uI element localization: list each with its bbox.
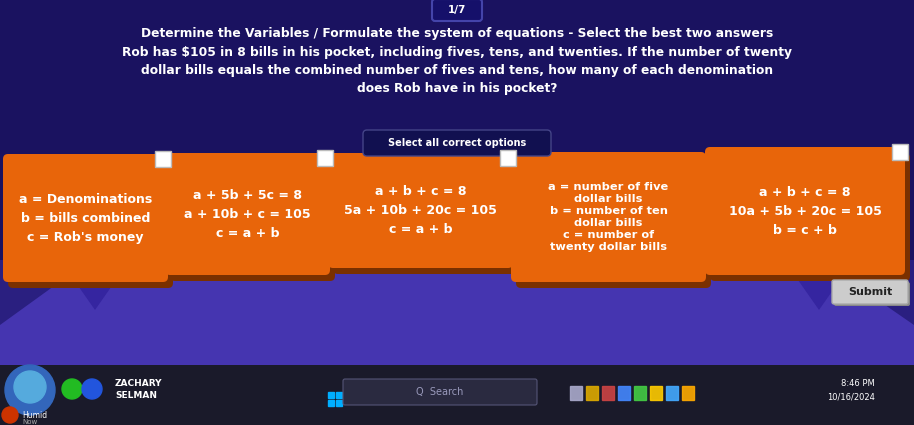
Text: a = number of five: a = number of five	[548, 182, 669, 192]
FancyBboxPatch shape	[343, 379, 537, 405]
Text: b = number of ten: b = number of ten	[549, 206, 667, 216]
Bar	[586, 386, 598, 400]
Bar	[634, 386, 646, 400]
Text: c = a + b: c = a + b	[388, 223, 452, 236]
Text: Q  Search: Q Search	[416, 387, 463, 397]
Polygon shape	[784, 260, 854, 310]
Text: Submit: Submit	[848, 287, 892, 297]
FancyBboxPatch shape	[328, 153, 513, 268]
Text: dollar bills equals the combined number of fives and tens, how many of each deno: dollar bills equals the combined number …	[141, 63, 773, 76]
Text: 8:46 PM: 8:46 PM	[841, 379, 875, 388]
Bar	[336, 392, 342, 398]
FancyBboxPatch shape	[170, 159, 335, 281]
Text: 10a + 5b + 20c = 105: 10a + 5b + 20c = 105	[728, 204, 881, 218]
Text: Now: Now	[22, 419, 37, 425]
FancyBboxPatch shape	[511, 152, 706, 282]
Bar	[666, 386, 678, 400]
Text: twenty dollar bills: twenty dollar bills	[550, 242, 667, 252]
FancyBboxPatch shape	[317, 150, 333, 166]
Text: 1/7: 1/7	[448, 5, 466, 15]
FancyBboxPatch shape	[8, 160, 173, 288]
Text: b = c + b: b = c + b	[773, 224, 837, 236]
Polygon shape	[0, 0, 914, 260]
Text: 5a + 10b + 20c = 105: 5a + 10b + 20c = 105	[344, 204, 497, 217]
FancyBboxPatch shape	[892, 144, 908, 160]
FancyBboxPatch shape	[834, 282, 910, 306]
Text: Humid: Humid	[22, 411, 48, 419]
FancyBboxPatch shape	[500, 150, 516, 166]
Text: a + b + c = 8: a + b + c = 8	[760, 185, 851, 198]
FancyBboxPatch shape	[165, 153, 330, 275]
Text: SELMAN: SELMAN	[115, 391, 157, 400]
Text: a + 5b + 5c = 8: a + 5b + 5c = 8	[193, 189, 302, 201]
Circle shape	[62, 379, 82, 399]
Text: c = Rob's money: c = Rob's money	[27, 230, 143, 244]
Text: a + 10b + c = 105: a + 10b + c = 105	[185, 207, 311, 221]
FancyBboxPatch shape	[432, 0, 482, 21]
Text: b = bills combined: b = bills combined	[21, 212, 150, 224]
Text: Select all correct options: Select all correct options	[388, 138, 526, 148]
Polygon shape	[0, 260, 90, 325]
Circle shape	[82, 379, 102, 399]
Polygon shape	[0, 260, 914, 365]
Circle shape	[14, 371, 46, 403]
Polygon shape	[820, 260, 914, 325]
Polygon shape	[60, 260, 130, 310]
Text: c = number of: c = number of	[563, 230, 654, 240]
Bar	[650, 386, 662, 400]
Bar	[602, 386, 614, 400]
Polygon shape	[0, 365, 914, 425]
Circle shape	[2, 407, 18, 423]
Text: does Rob have in his pocket?: does Rob have in his pocket?	[356, 82, 558, 94]
FancyBboxPatch shape	[516, 158, 711, 288]
Text: dollar bills: dollar bills	[574, 194, 643, 204]
Text: a + b + c = 8: a + b + c = 8	[375, 185, 466, 198]
Circle shape	[5, 365, 55, 415]
Bar	[336, 400, 342, 406]
Bar	[570, 386, 582, 400]
FancyBboxPatch shape	[705, 147, 905, 275]
Text: 10/16/2024: 10/16/2024	[827, 393, 875, 402]
Text: Rob has $105 in 8 bills in his pocket, including fives, tens, and twenties. If t: Rob has $105 in 8 bills in his pocket, i…	[122, 45, 792, 59]
Text: ZACHARY: ZACHARY	[115, 380, 163, 388]
Bar	[328, 400, 334, 406]
FancyBboxPatch shape	[333, 159, 518, 274]
FancyBboxPatch shape	[710, 153, 910, 281]
FancyBboxPatch shape	[155, 151, 171, 167]
Text: a = Denominations: a = Denominations	[19, 193, 152, 206]
Text: dollar bills: dollar bills	[574, 218, 643, 228]
Bar	[618, 386, 630, 400]
Text: c = a + b: c = a + b	[216, 227, 280, 240]
FancyBboxPatch shape	[363, 130, 551, 156]
Bar	[682, 386, 694, 400]
Bar	[328, 392, 334, 398]
Text: Determine the Variables / Formulate the system of equations - Select the best tw: Determine the Variables / Formulate the …	[141, 26, 773, 40]
FancyBboxPatch shape	[832, 280, 908, 304]
FancyBboxPatch shape	[3, 154, 168, 282]
